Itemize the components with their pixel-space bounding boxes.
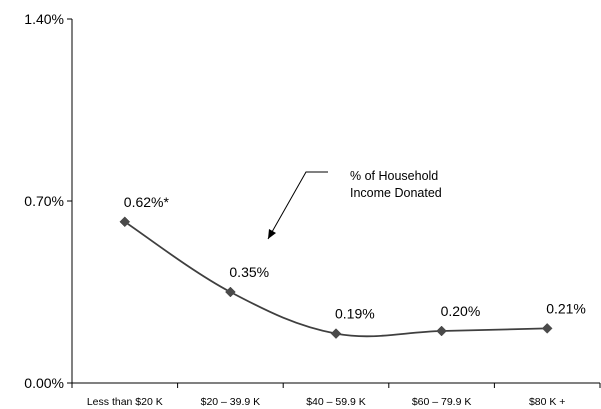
data-point-marker bbox=[330, 328, 342, 339]
data-point-marker bbox=[436, 325, 447, 337]
x-tick-label: $80 K + bbox=[529, 396, 566, 408]
annotation: % of Household Income Donated bbox=[267, 169, 442, 240]
y-axis-ticks: 0.00% 0.70% 1.40% bbox=[24, 11, 72, 391]
y-tick-label: 0.00% bbox=[24, 375, 64, 391]
x-tick-label: $20 – 39.9 K bbox=[201, 396, 261, 408]
annotation-arrow-head bbox=[268, 229, 276, 239]
x-tick-label: Less than $20 K bbox=[87, 396, 163, 408]
x-axis-ticks: Less than $20 K $20 – 39.9 K $40 – 59.9 K $… bbox=[71, 383, 601, 408]
data-label: 0.21% bbox=[546, 300, 586, 316]
annotation-arrow-line bbox=[267, 171, 328, 240]
y-tick-label: 0.70% bbox=[24, 193, 64, 209]
data-point-marker bbox=[119, 216, 131, 228]
data-label: 0.19% bbox=[335, 306, 375, 322]
data-labels: 0.62%* 0.35% 0.19% 0.20% 0.21% bbox=[124, 194, 586, 322]
series bbox=[119, 216, 553, 339]
x-tick-label: $60 – 79.9 K bbox=[412, 396, 472, 408]
data-label: 0.62%* bbox=[124, 194, 170, 210]
data-label: 0.20% bbox=[441, 303, 481, 319]
data-point-marker bbox=[225, 286, 236, 298]
y-tick-label: 1.40% bbox=[24, 11, 64, 27]
data-label: 0.35% bbox=[229, 264, 269, 280]
annotation-line-1: % of Household bbox=[350, 169, 438, 183]
annotation-line-2: Income Donated bbox=[350, 186, 442, 200]
x-tick-label: $40 – 59.9 K bbox=[306, 396, 366, 408]
data-point-marker bbox=[541, 323, 553, 334]
